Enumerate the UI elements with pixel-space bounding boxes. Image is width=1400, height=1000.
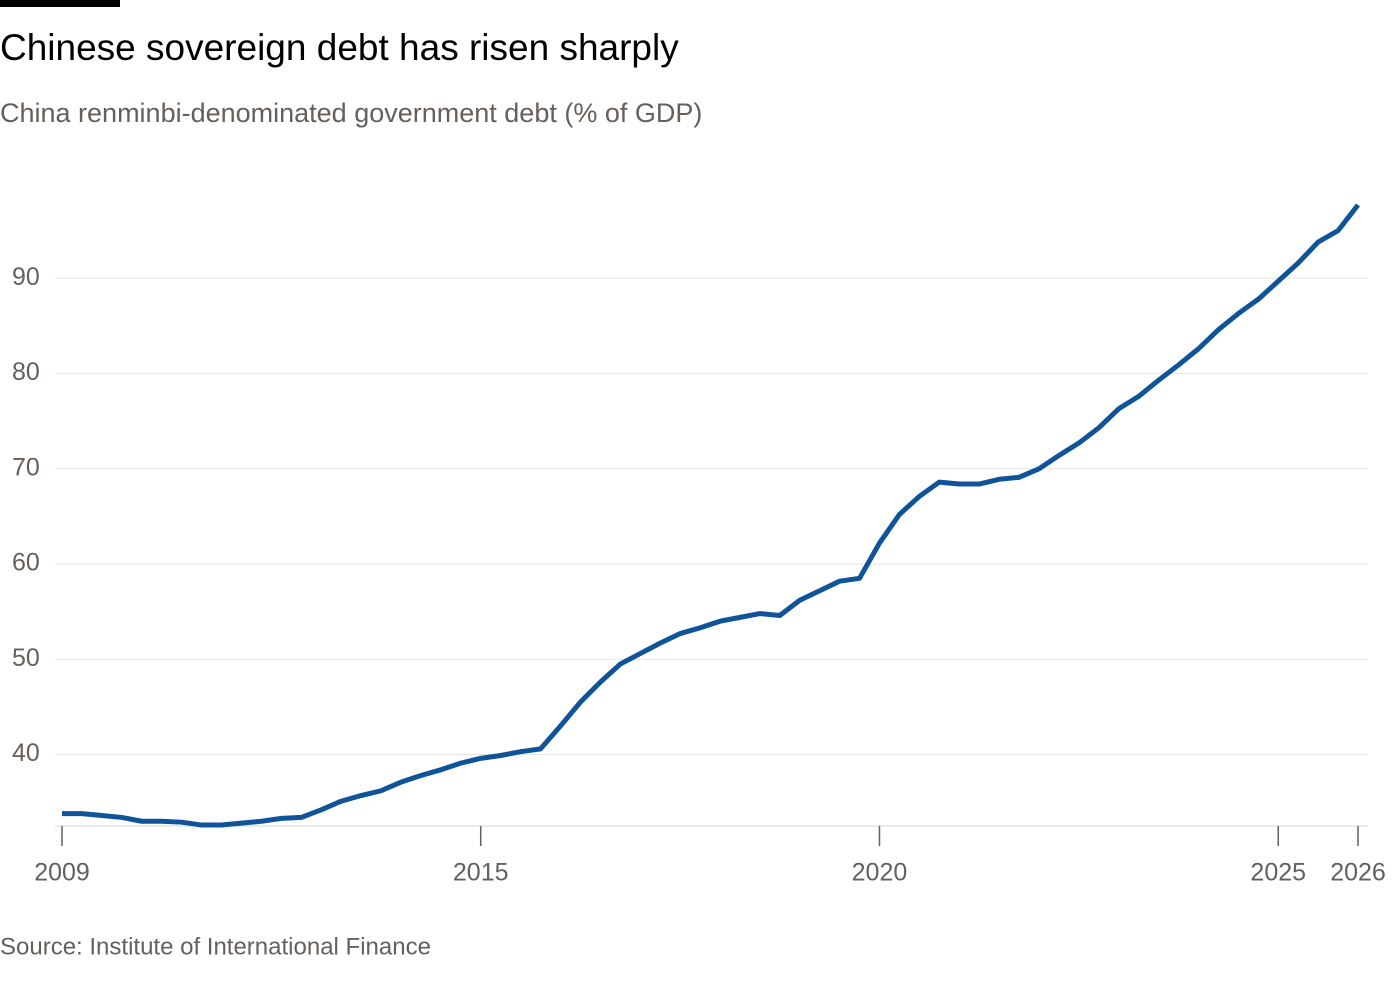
x-tick-label: 2015 [453,859,509,887]
x-tick-label: 2020 [852,859,908,887]
y-tick-label: 80 [12,358,40,386]
source: Source: Institute of International Finan… [0,933,431,960]
x-tick-label: 2009 [34,859,90,887]
data-line [62,203,1360,828]
x-tick-label: 2025 [1250,859,1306,887]
chart-title: Chinese sovereign debt has risen sharply [0,27,679,68]
y-tick-label: 40 [12,739,40,767]
y-tick-label: 70 [12,453,40,481]
y-tick-label: 60 [12,549,40,577]
brand-bar [0,0,120,7]
x-tick-label: 2026 [1330,859,1386,887]
y-tick-label: 50 [12,644,40,672]
chart-subtitle: China renminbi-denominated government de… [0,98,702,128]
y-tick-label: 90 [12,263,40,291]
